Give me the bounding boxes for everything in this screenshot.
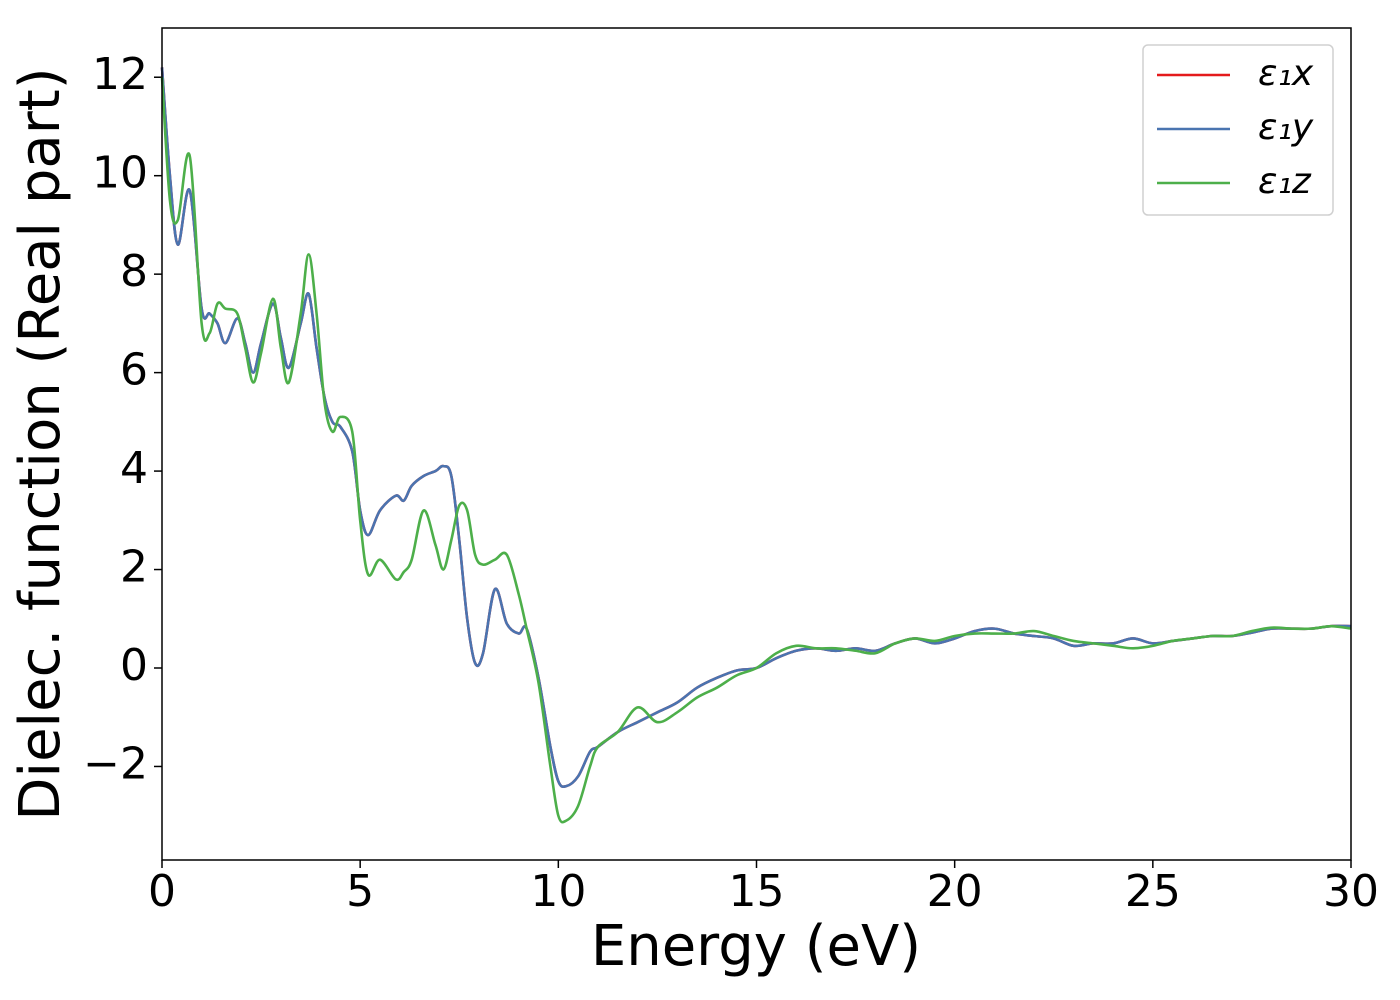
data-line <box>160 67 1352 788</box>
x-tick-label: 30 <box>1323 866 1379 917</box>
y-tick-label: 0 <box>120 640 148 691</box>
y-tick-label: 4 <box>120 443 148 494</box>
legend-label: ε₁z <box>1258 161 1312 202</box>
y-tick-label: 6 <box>120 345 148 396</box>
y-tick-label: 8 <box>120 246 148 297</box>
x-tick-label: 20 <box>927 866 983 917</box>
x-axis-label: Energy (eV) <box>591 914 921 979</box>
x-tick-label: 10 <box>530 866 586 917</box>
legend-label: ε₁x <box>1258 53 1314 94</box>
x-tick-label: 0 <box>148 866 176 917</box>
legend-label: ε₁y <box>1258 107 1314 148</box>
y-tick-label: 10 <box>92 148 148 199</box>
plot-frame <box>161 27 1352 861</box>
y-tick-label: 12 <box>92 49 148 100</box>
y-tick-label: 2 <box>120 542 148 593</box>
x-tick-label: 5 <box>346 866 374 917</box>
x-tick-label: 25 <box>1125 866 1181 917</box>
y-axis-label: Dielec. function (Real part) <box>8 67 73 820</box>
legend-box <box>1142 44 1334 216</box>
data-line <box>160 77 1352 824</box>
x-tick-label: 15 <box>729 866 785 917</box>
y-tick-label: −2 <box>83 738 148 789</box>
